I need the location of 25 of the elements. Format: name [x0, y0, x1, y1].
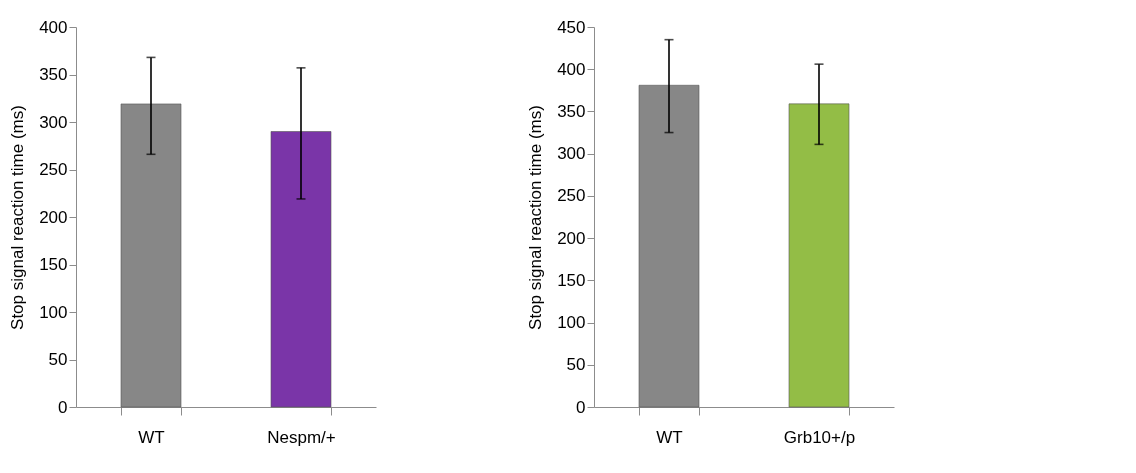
y-tick-label: 250 [39, 160, 68, 179]
x-tick-label: Grb10+/p [783, 427, 856, 447]
y-tick-label: 100 [557, 313, 586, 333]
y-tick-label: 250 [557, 186, 586, 206]
x-tick-label: Nespm/+ [267, 427, 336, 447]
y-tick-label: 150 [557, 270, 586, 290]
y-tick-label: 300 [557, 144, 586, 164]
y-axis-title: Stop signal reaction time (ms) [526, 105, 546, 330]
y-tick-label: 0 [576, 397, 586, 417]
y-tick-label: 100 [39, 302, 68, 322]
y-tick-label: 200 [39, 207, 68, 227]
y-axis-title: Stop signal reaction time (ms) [8, 105, 28, 330]
x-tick-label: WT [138, 427, 165, 447]
y-tick-label: 400 [557, 59, 586, 79]
y-tick-label: 300 [39, 112, 68, 132]
y-tick-label: 350 [39, 65, 68, 84]
y-tick-label: 200 [557, 228, 586, 248]
x-tick-label: WT [656, 427, 683, 447]
y-tick-label: 450 [557, 17, 586, 37]
y-tick-label: 0 [58, 397, 68, 417]
y-tick-label: 400 [39, 17, 68, 37]
y-tick-label: 150 [39, 255, 68, 274]
y-tick-label: 50 [48, 350, 68, 369]
y-tick-label: 350 [557, 101, 586, 121]
y-tick-label: 50 [566, 355, 586, 375]
